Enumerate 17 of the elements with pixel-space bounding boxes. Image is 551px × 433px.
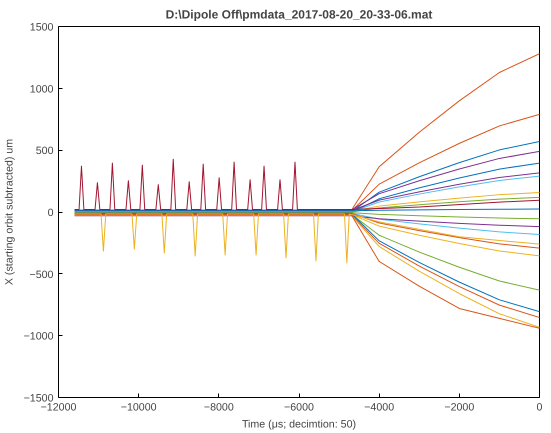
y-tick-label: 1000 [30,83,54,96]
x-axis-title: Time (μs; decimtion: 50) [242,418,356,430]
x-tick-label: −6000 [284,402,314,414]
x-tick-label: −4000 [364,402,394,414]
y-axis-title: X (starting orbit subtracted) um [4,138,16,286]
y-tick-label: −1500 [24,392,54,404]
y-tick-label: −1000 [24,330,54,343]
y-tick-label: −500 [29,268,54,281]
y-tick-label: 500 [36,145,54,158]
x-tick-label: −8000 [204,402,234,414]
x-tick-label: −10000 [120,402,157,414]
y-tick-label: 0 [48,207,54,219]
x-tick-label: −12000 [40,402,76,414]
chart-title: D:\Dipole Off\pmdata_2017-08-20_20-33-06.mat [166,8,432,22]
y-tick-label: 1500 [30,22,54,34]
x-tick-label: −2000 [444,402,474,414]
x-tick-label: 0 [536,402,543,414]
